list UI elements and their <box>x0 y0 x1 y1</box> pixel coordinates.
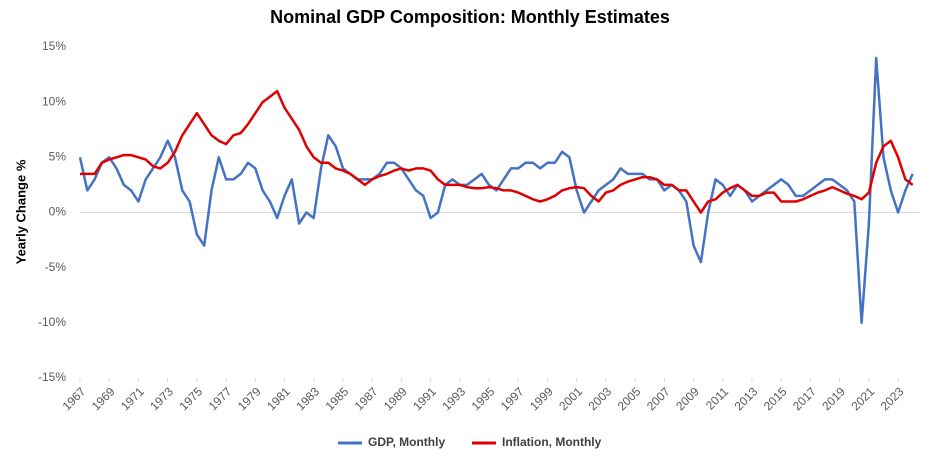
x-tick-label: 1971 <box>118 384 147 413</box>
x-tick-label: 1985 <box>323 384 352 413</box>
x-tick-label: 2017 <box>790 384 819 413</box>
y-tick-label: -5% <box>45 260 67 274</box>
x-tick-label: 1975 <box>176 384 205 413</box>
x-tick-label: 2013 <box>732 384 761 413</box>
x-tick-label: 2005 <box>615 384 644 413</box>
y-tick-label: -10% <box>38 315 66 329</box>
x-tick-label: 1969 <box>89 384 118 413</box>
legend-label: GDP, Monthly <box>368 435 445 449</box>
y-tick-label: 0% <box>49 205 67 219</box>
series-line <box>80 89 914 214</box>
x-tick-label: 2019 <box>819 384 848 413</box>
x-tick-label: 2021 <box>848 384 877 413</box>
y-tick-label: -15% <box>38 370 66 384</box>
x-tick-label: 1977 <box>206 384 235 413</box>
x-tick-label: 2001 <box>556 384 585 413</box>
x-tick-label: 1973 <box>147 384 176 413</box>
x-tick-label: 1989 <box>381 384 410 413</box>
y-tick-label: 15% <box>42 39 66 53</box>
series-line <box>78 56 914 325</box>
x-tick-label: 2009 <box>673 384 702 413</box>
x-tick-label: 1981 <box>264 384 293 413</box>
chart-title: Nominal GDP Composition: Monthly Estimat… <box>270 7 670 27</box>
legend-label: Inflation, Monthly <box>502 435 602 449</box>
y-tick-label: 10% <box>42 94 66 108</box>
y-tick-label: 5% <box>49 150 67 164</box>
x-tick-label: 1993 <box>439 384 468 413</box>
x-tick-label: 1997 <box>498 384 527 413</box>
x-tick-label: 1967 <box>60 384 89 413</box>
x-tick-label: 1995 <box>469 384 498 413</box>
x-tick-label: 1979 <box>235 384 264 413</box>
x-tick-label: 1999 <box>527 384 556 413</box>
x-tick-label: 2003 <box>585 384 614 413</box>
x-tick-label: 1991 <box>410 384 439 413</box>
x-tick-label: 1983 <box>293 384 322 413</box>
x-tick-label: 2023 <box>878 384 907 413</box>
x-tick-label: 2011 <box>703 384 731 412</box>
y-axis-title: Yearly Change % <box>13 159 28 264</box>
x-tick-label: 2007 <box>644 384 673 413</box>
x-tick-label: 1987 <box>352 384 381 413</box>
x-tick-label: 2015 <box>761 384 790 413</box>
